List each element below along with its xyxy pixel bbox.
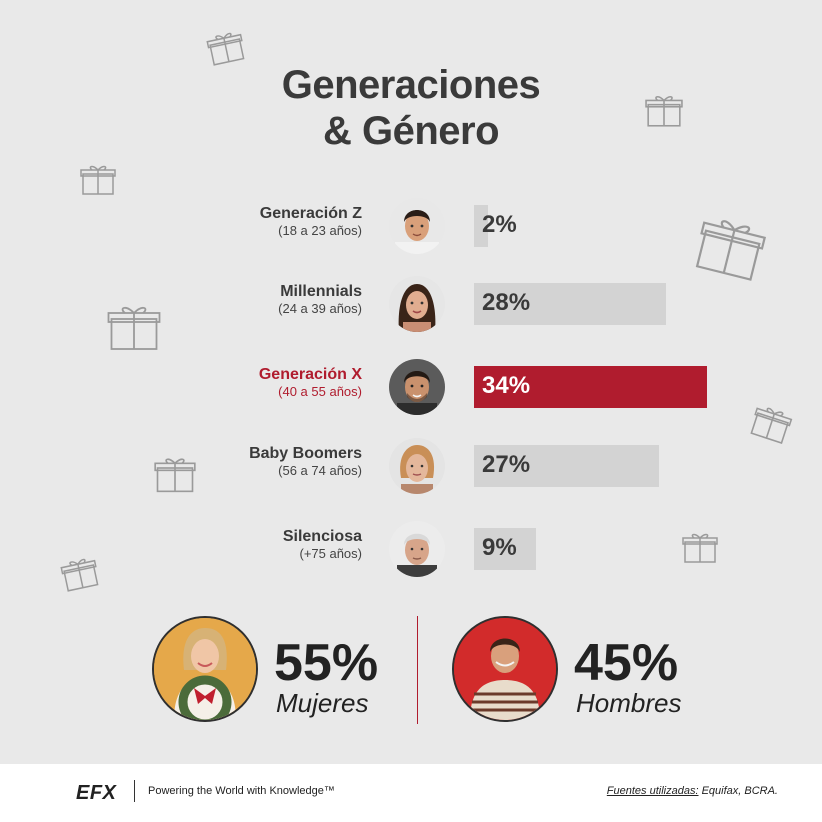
generation-name: Baby Boomers <box>249 445 362 462</box>
generation-ages: (18 a 23 años) <box>278 223 362 238</box>
man-avatar-icon <box>389 359 445 415</box>
row-label: Silenciosa (+75 años) <box>142 527 362 562</box>
gift-icon <box>59 554 101 595</box>
page-title: Generaciones & Género <box>0 62 822 154</box>
older-woman-avatar-icon <box>389 438 445 494</box>
bar-value-label: 28% <box>482 289 531 316</box>
title-line-1: Generaciones <box>281 63 541 107</box>
sources-note: Fuentes utilizadas: Equifax, BCRA. <box>607 785 778 797</box>
men-label: Hombres <box>576 688 682 718</box>
gift-icon <box>205 29 247 68</box>
gift-icon <box>691 211 770 285</box>
gift-icon <box>747 401 794 447</box>
generation-row-millennials: Millennials (24 a 39 años) 28% <box>0 274 822 334</box>
gift-icon <box>107 302 161 354</box>
woman-wreath-photo-icon <box>152 616 258 722</box>
logo-divider <box>134 780 135 802</box>
generation-name: Generación Z <box>259 205 362 222</box>
women-percentage: 55% <box>274 634 379 692</box>
women-label: Mujeres <box>276 688 369 718</box>
men-percentage: 45% <box>574 634 679 692</box>
gift-icon <box>80 163 116 197</box>
bar <box>474 283 666 325</box>
man-sweater-photo-icon <box>452 616 558 722</box>
gender-divider <box>417 616 418 724</box>
row-label: Baby Boomers (56 a 74 años) <box>142 444 362 479</box>
row-label: Generación Z (18 a 23 años) <box>142 204 362 239</box>
bar-value-label: 34% <box>482 372 531 399</box>
bar <box>474 445 659 487</box>
generation-name: Millennials <box>280 283 362 300</box>
young-woman-avatar-icon <box>389 276 445 332</box>
gift-icon <box>682 531 718 565</box>
generation-row-z: Generación Z (18 a 23 años) 2% <box>0 196 822 256</box>
sources-text: Equifax, BCRA. <box>698 785 778 797</box>
generation-name: Generación X <box>258 366 362 383</box>
generation-ages: (40 a 55 años) <box>278 384 362 399</box>
generation-ages: (24 a 39 años) <box>278 301 362 316</box>
generation-row-x: Generación X (40 a 55 años) 34% <box>0 357 822 417</box>
title-line-2: & Género <box>322 109 500 153</box>
elderly-man-avatar-icon <box>389 521 445 577</box>
bar <box>474 205 488 247</box>
bar-value-label: 27% <box>482 451 531 478</box>
footer: EFX Powering the World with Knowledge™ F… <box>0 764 822 822</box>
generation-row-baby-boomers: Baby Boomers (56 a 74 años) 27% <box>0 436 822 496</box>
generation-row-silenciosa: Silenciosa (+75 años) 9% <box>0 519 822 579</box>
gender-men: 45% Hombres <box>452 616 712 726</box>
row-label: Millennials (24 a 39 años) <box>142 282 362 317</box>
generation-ages: (+75 años) <box>299 546 362 561</box>
gift-icon <box>645 94 683 128</box>
bar-value-label: 9% <box>482 534 517 561</box>
bar <box>474 528 536 570</box>
efx-logo: EFX <box>76 782 117 804</box>
tagline: Powering the World with Knowledge™ <box>148 785 335 797</box>
gender-women: 55% Mujeres <box>152 616 412 726</box>
young-man-avatar-icon <box>389 198 445 254</box>
row-label: Generación X (40 a 55 años) <box>142 365 362 400</box>
gift-icon <box>154 455 196 495</box>
generation-name: Silenciosa <box>282 528 362 545</box>
bar <box>474 366 707 408</box>
sources-label: Fuentes utilizadas: <box>606 785 699 797</box>
generation-ages: (56 a 74 años) <box>278 463 362 478</box>
bar-value-label: 2% <box>482 211 517 238</box>
